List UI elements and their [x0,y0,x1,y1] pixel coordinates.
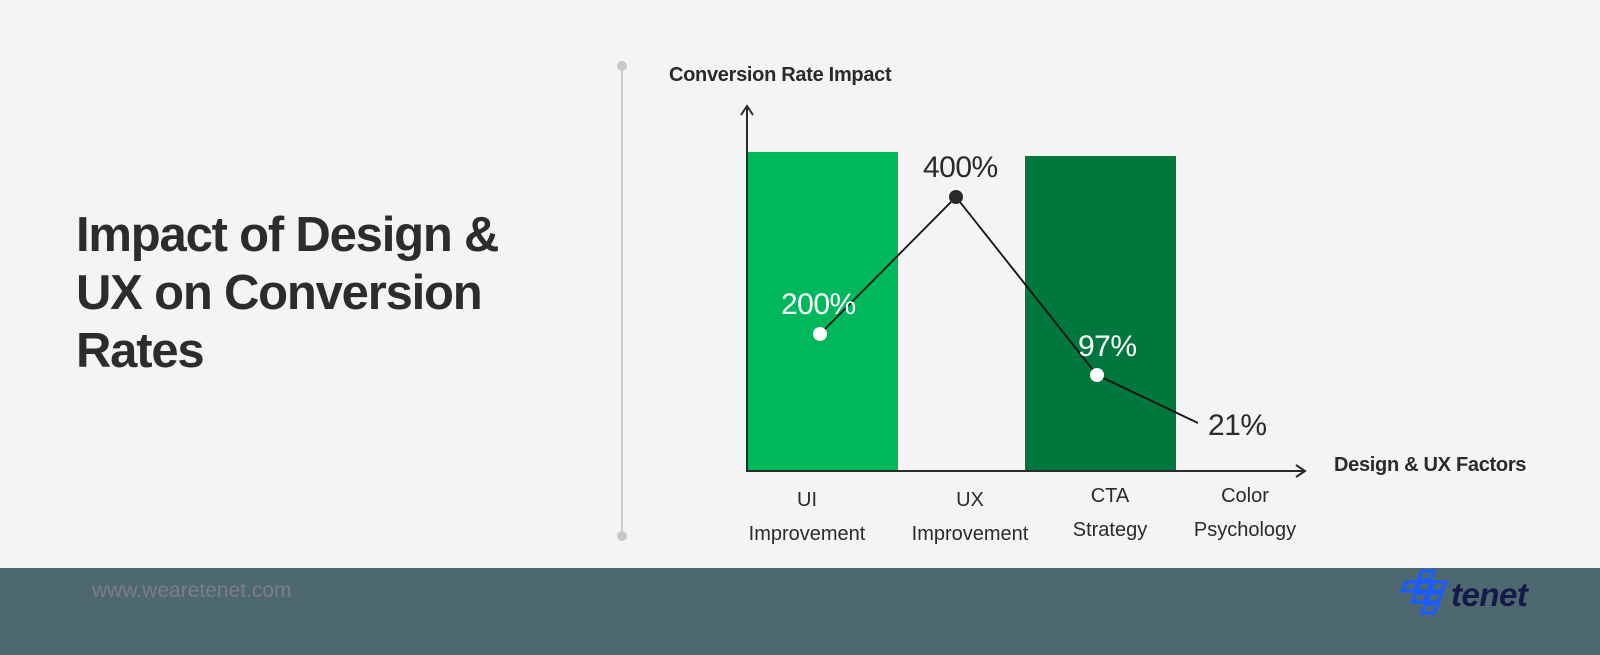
category-cta-strategy: CTA Strategy [1072,485,1148,541]
category-ui-improvement: UI Improvement [748,489,866,545]
value-label-color: 21% [1208,409,1267,442]
divider-top-dot [617,61,627,71]
category-color-psychology: Color Psychology [1193,485,1297,541]
tenet-logo-text: tenet [1451,576,1528,613]
vertical-divider [621,66,623,536]
website-link[interactable]: www.wearetenet.com [92,579,292,602]
x-axis-arrow-icon [1295,464,1307,478]
y-axis-arrow-icon [740,104,754,116]
value-label-ui: 200% [781,288,856,321]
footer-bar [0,568,1600,655]
bar-ui-improvement [747,152,898,471]
y-axis-label: Conversion Rate Impact [669,64,892,86]
tenet-logo-icon [1400,569,1449,615]
value-label-cta: 97% [1078,330,1137,363]
category-ux-improvement: UX Improvement [911,489,1029,545]
title-line-2: UX on Conversion [76,266,483,320]
bar-cta-strategy [1025,156,1176,471]
page-title: Impact of Design & UX on Conversion Rate… [76,206,596,380]
chart-panel: Impact of Design & UX on Conversion Rate… [76,61,1527,545]
impact-line [819,195,1199,424]
title-line-3: Rates [76,324,205,378]
value-label-ux: 400% [923,151,998,184]
x-axis-label: Design & UX Factors [1334,454,1527,476]
point-cta-strategy [1090,368,1104,382]
point-ui-improvement [813,327,827,341]
point-ux-improvement [949,190,963,204]
divider-bottom-dot [617,531,627,541]
chart-graphic [740,104,1307,478]
title-line-1: Impact of Design & [76,208,499,262]
